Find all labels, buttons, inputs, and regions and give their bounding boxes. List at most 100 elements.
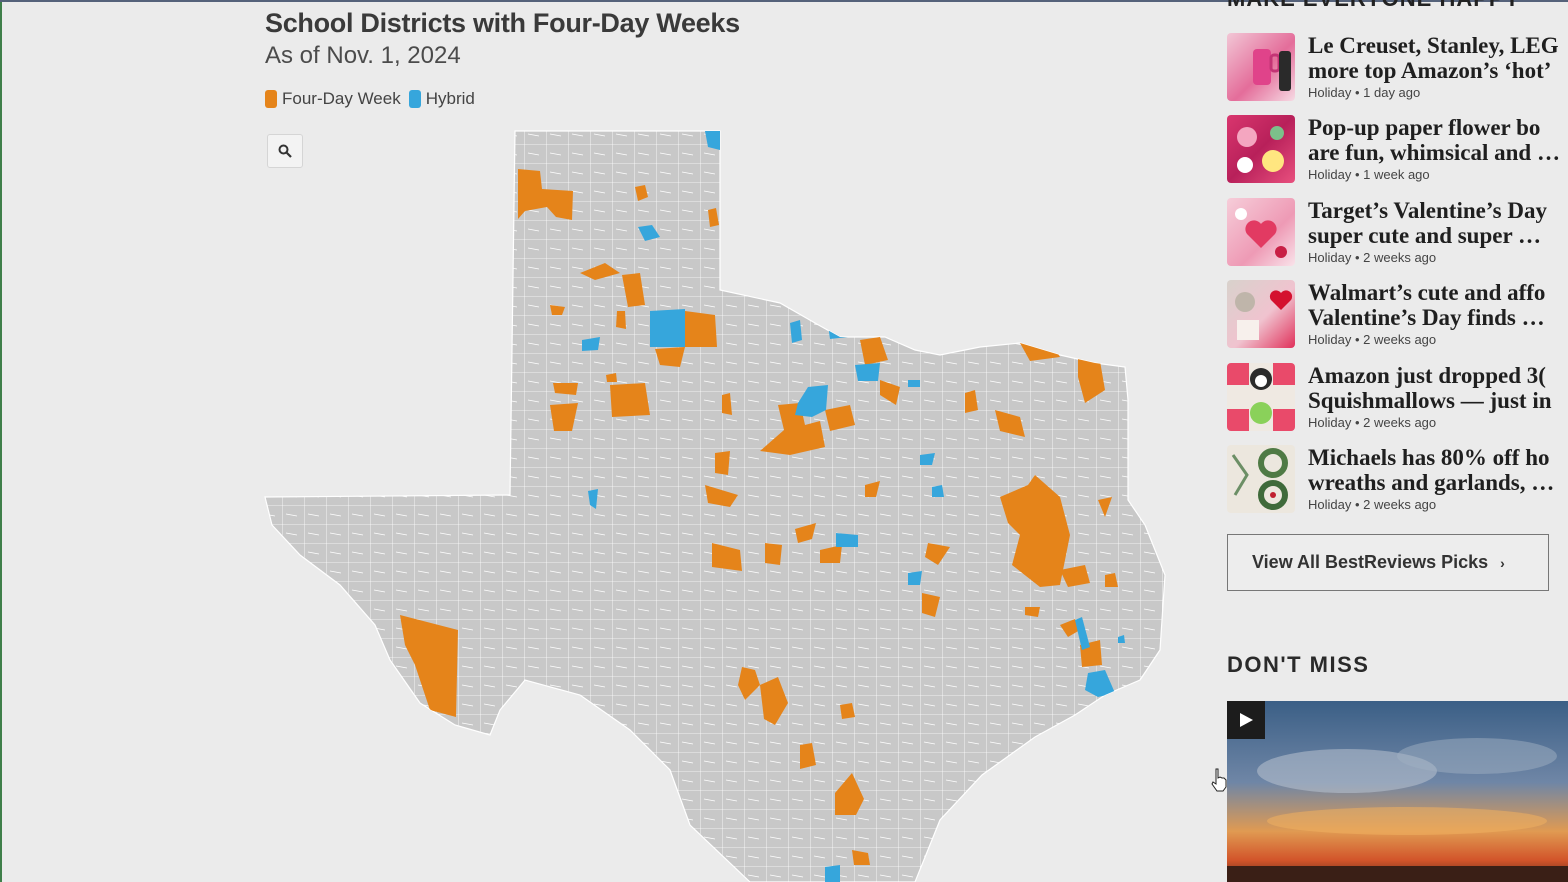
headline-line-1[interactable]: Amazon just dropped 3( xyxy=(1308,363,1546,388)
map-search-button[interactable] xyxy=(267,134,303,168)
article-item[interactable]: Michaels has 80% off ho wreaths and garl… xyxy=(1227,445,1568,517)
district-hybrid[interactable] xyxy=(836,533,858,547)
district-four-day[interactable] xyxy=(800,743,816,769)
district-four-day[interactable] xyxy=(553,383,578,395)
district-four-day[interactable] xyxy=(852,850,870,865)
article-category[interactable]: Holiday xyxy=(1308,85,1352,100)
district-four-day[interactable] xyxy=(580,263,620,280)
district-hybrid[interactable] xyxy=(932,485,944,497)
district-four-day[interactable] xyxy=(705,485,738,507)
district-four-day[interactable] xyxy=(765,543,782,565)
headline-line-1[interactable]: Target’s Valentine’s Day xyxy=(1308,198,1547,223)
article-category[interactable]: Holiday xyxy=(1308,497,1352,512)
texas-district-map[interactable] xyxy=(260,125,1170,882)
article-thumbnail[interactable] xyxy=(1227,445,1295,513)
featured-video[interactable] xyxy=(1227,701,1568,882)
article-category[interactable]: Holiday xyxy=(1308,250,1352,265)
district-four-day[interactable] xyxy=(820,545,842,563)
headline-line-2[interactable]: Valentine’s Day finds … xyxy=(1308,305,1545,330)
district-four-day[interactable] xyxy=(685,311,717,347)
article-headline[interactable]: Walmart’s cute and affo Valentine’s Day … xyxy=(1308,280,1568,330)
article-headline[interactable]: Le Creuset, Stanley, LEG more top Amazon… xyxy=(1308,33,1568,83)
article-item[interactable]: Le Creuset, Stanley, LEG more top Amazon… xyxy=(1227,33,1568,105)
district-hybrid[interactable] xyxy=(825,865,840,882)
district-four-day[interactable] xyxy=(550,305,565,315)
district-hybrid[interactable] xyxy=(1085,670,1115,697)
district-hybrid[interactable] xyxy=(582,337,600,351)
district-four-day[interactable] xyxy=(518,169,573,220)
headline-line-2[interactable]: Squishmallows — just in xyxy=(1308,388,1552,413)
district-four-day[interactable] xyxy=(1098,497,1112,517)
district-four-day[interactable] xyxy=(1000,475,1070,587)
district-four-day[interactable] xyxy=(400,615,458,717)
district-hybrid[interactable] xyxy=(1075,617,1090,650)
district-hybrid[interactable] xyxy=(1118,635,1125,643)
district-four-day[interactable] xyxy=(616,311,626,329)
district-hybrid[interactable] xyxy=(920,453,935,465)
district-four-day[interactable] xyxy=(860,337,888,365)
article-item[interactable]: Pop-up paper flower bo are fun, whimsica… xyxy=(1227,115,1568,187)
headline-line-2[interactable]: wreaths and garlands, … xyxy=(1308,470,1555,495)
article-thumbnail[interactable] xyxy=(1227,33,1295,101)
headline-line-1[interactable]: Michaels has 80% off ho xyxy=(1308,445,1550,470)
headline-line-1[interactable]: Walmart’s cute and affo xyxy=(1308,280,1546,305)
article-item[interactable]: Target’s Valentine’s Day super cute and … xyxy=(1227,198,1568,270)
district-four-day[interactable] xyxy=(925,543,950,565)
district-four-day[interactable] xyxy=(722,393,732,415)
district-four-day[interactable] xyxy=(655,347,685,367)
district-four-day[interactable] xyxy=(835,773,864,815)
article-item[interactable]: Amazon just dropped 3( Squishmallows — j… xyxy=(1227,363,1568,435)
district-four-day[interactable] xyxy=(965,390,978,413)
district-four-day[interactable] xyxy=(995,410,1025,437)
district-four-day[interactable] xyxy=(1078,357,1105,403)
headline-line-1[interactable]: Pop-up paper flower bo xyxy=(1308,115,1541,140)
article-headline[interactable]: Michaels has 80% off ho wreaths and garl… xyxy=(1308,445,1568,495)
district-four-day[interactable] xyxy=(610,383,650,417)
headline-line-2[interactable]: more top Amazon’s ‘hot’ xyxy=(1308,58,1552,83)
headline-line-2[interactable]: super cute and super … xyxy=(1308,223,1542,248)
district-four-day[interactable] xyxy=(1060,565,1090,587)
article-category[interactable]: Holiday xyxy=(1308,167,1352,182)
district-four-day[interactable] xyxy=(840,703,855,719)
article-headline[interactable]: Amazon just dropped 3( Squishmallows — j… xyxy=(1308,363,1568,413)
article-item[interactable]: Walmart’s cute and affo Valentine’s Day … xyxy=(1227,280,1568,352)
district-four-day[interactable] xyxy=(738,667,760,700)
article-thumbnail[interactable] xyxy=(1227,198,1295,266)
district-hybrid[interactable] xyxy=(908,380,920,387)
district-four-day[interactable] xyxy=(922,593,940,617)
district-four-day[interactable] xyxy=(865,481,880,497)
district-hybrid[interactable] xyxy=(855,363,880,381)
district-hybrid[interactable] xyxy=(588,489,598,509)
district-four-day[interactable] xyxy=(715,451,730,475)
district-four-day[interactable] xyxy=(606,373,617,382)
district-four-day[interactable] xyxy=(550,403,578,431)
article-headline[interactable]: Pop-up paper flower bo are fun, whimsica… xyxy=(1308,115,1568,165)
district-hybrid[interactable] xyxy=(790,320,802,343)
article-thumbnail[interactable] xyxy=(1227,363,1295,431)
district-four-day[interactable] xyxy=(825,405,855,431)
headline-line-2[interactable]: are fun, whimsical and … xyxy=(1308,140,1560,165)
district-four-day[interactable] xyxy=(1105,573,1118,587)
article-thumbnail[interactable] xyxy=(1227,280,1295,348)
district-hybrid[interactable] xyxy=(638,225,660,241)
article-category[interactable]: Holiday xyxy=(1308,415,1352,430)
video-play-button[interactable] xyxy=(1227,701,1265,739)
district-four-day[interactable] xyxy=(635,185,648,201)
article-thumbnail[interactable] xyxy=(1227,115,1295,183)
district-hybrid[interactable] xyxy=(795,385,828,417)
district-four-day[interactable] xyxy=(622,273,645,307)
district-four-day[interactable] xyxy=(708,208,719,227)
article-headline[interactable]: Target’s Valentine’s Day super cute and … xyxy=(1308,198,1568,248)
district-hybrid[interactable] xyxy=(908,571,922,585)
district-four-day[interactable] xyxy=(760,403,825,455)
district-four-day[interactable] xyxy=(795,523,816,543)
district-hybrid[interactable] xyxy=(650,309,685,347)
district-four-day[interactable] xyxy=(712,543,742,571)
district-four-day[interactable] xyxy=(760,677,788,725)
district-four-day[interactable] xyxy=(1025,607,1040,617)
district-four-day[interactable] xyxy=(880,380,900,405)
headline-line-1[interactable]: Le Creuset, Stanley, LEG xyxy=(1308,33,1559,58)
view-all-bestreviews-button[interactable]: View All BestReviews Picks › xyxy=(1227,534,1549,591)
district-hybrid[interactable] xyxy=(705,131,720,150)
district-four-day[interactable] xyxy=(1060,619,1080,637)
